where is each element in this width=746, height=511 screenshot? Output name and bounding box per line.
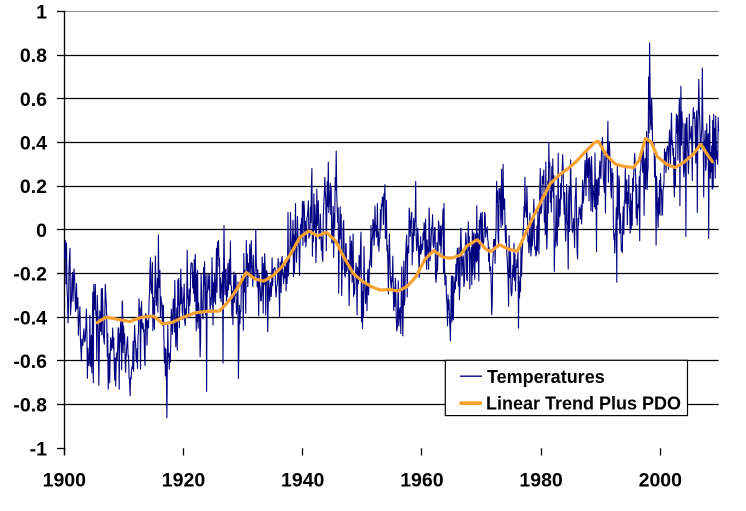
svg-text:-0.4: -0.4 xyxy=(13,307,47,329)
svg-text:-0.2: -0.2 xyxy=(13,264,47,286)
svg-text:Linear Trend Plus PDO: Linear Trend Plus PDO xyxy=(486,394,681,414)
svg-text:2000: 2000 xyxy=(639,470,683,492)
svg-text:1940: 1940 xyxy=(281,470,325,492)
svg-text:1900: 1900 xyxy=(43,470,87,492)
svg-text:-1: -1 xyxy=(30,438,47,460)
svg-text:1920: 1920 xyxy=(162,470,206,492)
svg-text:0.8: 0.8 xyxy=(20,45,47,67)
svg-text:0.6: 0.6 xyxy=(20,89,47,111)
svg-text:-0.8: -0.8 xyxy=(13,395,47,417)
svg-text:1: 1 xyxy=(36,1,47,23)
svg-text:0.4: 0.4 xyxy=(20,133,47,155)
svg-text:0: 0 xyxy=(36,220,47,242)
svg-text:0.2: 0.2 xyxy=(20,176,47,198)
svg-text:-0.6: -0.6 xyxy=(13,351,47,373)
svg-text:1980: 1980 xyxy=(519,470,563,492)
svg-text:Temperatures: Temperatures xyxy=(487,367,605,387)
svg-text:1960: 1960 xyxy=(400,470,444,492)
